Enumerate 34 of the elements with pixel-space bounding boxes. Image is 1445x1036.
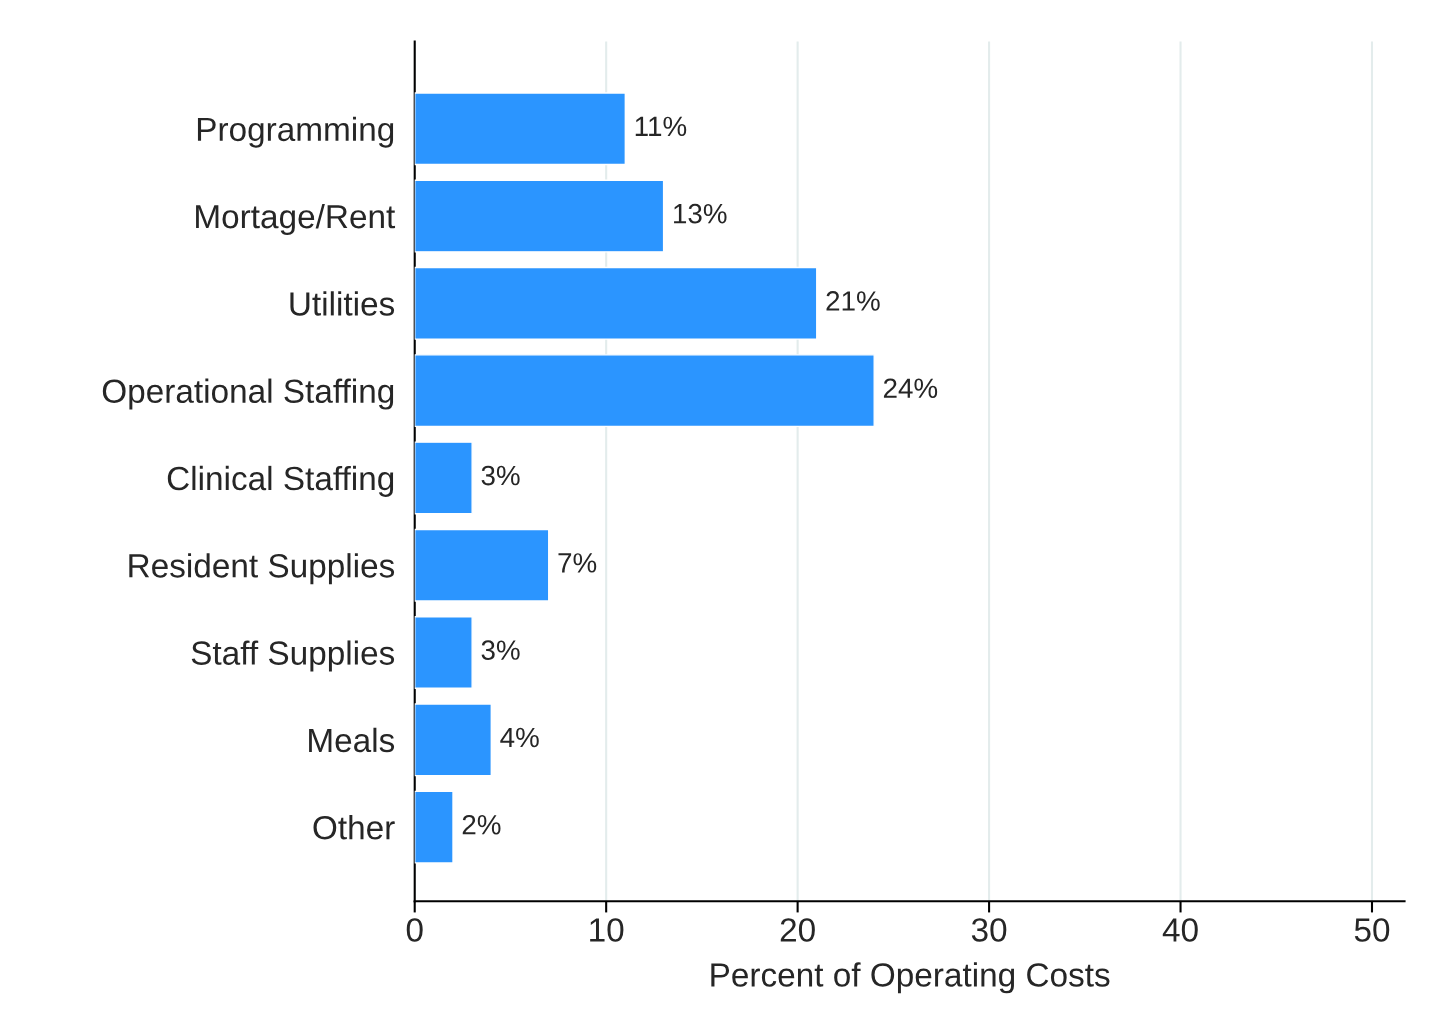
x-tick-label: 10 [590,918,624,942]
data-label: 11% [635,116,687,137]
data-label: 4% [500,727,539,748]
data-label: 3% [481,465,520,486]
y-tick-label: Staff Supplies [191,640,395,672]
bar [414,790,454,864]
y-tick-label: Operational Staffing [102,378,394,410]
bar [414,528,550,602]
bar [414,179,665,253]
y-tick-label: Resident Supplies [129,553,395,585]
bar [414,354,875,428]
bar [414,616,473,690]
y-tick-label: Programming [197,116,394,148]
data-label: 21% [826,291,880,311]
y-tick-label: Other [313,815,395,840]
data-label: 24% [883,378,938,398]
y-tick-label: Utilities [290,291,395,316]
x-tick-label: 40 [1162,918,1198,942]
data-label: 3% [481,640,520,660]
y-tick-label: Meals [309,727,395,753]
data-label: 13% [674,203,727,224]
y-tick-label: Mortage/Rent [196,203,396,236]
bar [414,703,492,777]
bar [414,266,818,340]
data-label: 7% [558,553,597,573]
x-tick-label: 20 [780,918,815,942]
y-tick-label: Clinical Staffing [167,465,394,497]
x-tick-label: 0 [406,918,423,942]
bar [414,92,627,166]
x-axis-title: Percent of Operating Costs [711,962,1110,994]
bar [414,441,473,515]
data-label: 2% [462,814,501,835]
x-tick-label: 50 [1354,918,1390,942]
x-tick-label: 30 [971,918,1007,942]
